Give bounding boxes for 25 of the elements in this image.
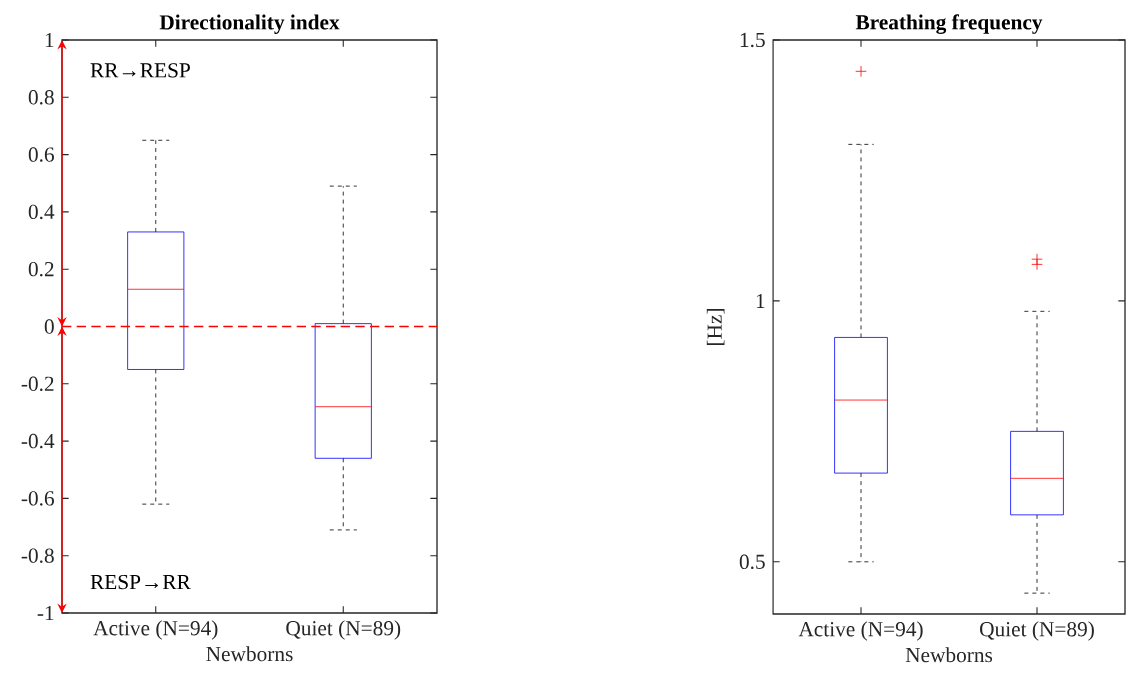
- y-tick-label: 0.2: [28, 261, 54, 277]
- y-tick-label: 1: [756, 293, 765, 308]
- y-tick-label: -1: [37, 605, 54, 621]
- y-tick-label: -0.4: [21, 433, 55, 449]
- y-tick-label: 0.5: [739, 554, 765, 570]
- x-tick-label: Active (N=94): [93, 620, 218, 640]
- y-tick-label: 1.5: [740, 32, 765, 48]
- y-tick-label: 0.8: [28, 90, 54, 105]
- y-tick-label: -0.6: [21, 491, 54, 506]
- y-tick-label: 0: [44, 319, 54, 334]
- annotation: RESP→RR: [90, 574, 191, 590]
- y-tick-label: -0.2: [21, 376, 54, 392]
- x-tick-label: Quiet (N=89): [980, 621, 1094, 641]
- chart-title: Directionality index: [159, 14, 340, 34]
- y-tick-label: -0.8: [21, 548, 54, 563]
- x-tick-label: Active (N=94): [798, 621, 923, 641]
- y-axis-title: [Hz]: [706, 309, 725, 345]
- chart-title: Breathing frequency: [855, 14, 1043, 34]
- y-tick-label: 0.4: [28, 204, 55, 220]
- annotation: RR→RESP: [90, 63, 190, 78]
- x-axis-title: Newborns: [206, 646, 293, 662]
- x-axis-title: Newborns: [905, 647, 993, 663]
- y-tick-label: 0.6: [28, 147, 54, 162]
- y-tick-label: 1: [45, 32, 54, 48]
- x-tick-label: Quiet (N=89): [286, 620, 401, 640]
